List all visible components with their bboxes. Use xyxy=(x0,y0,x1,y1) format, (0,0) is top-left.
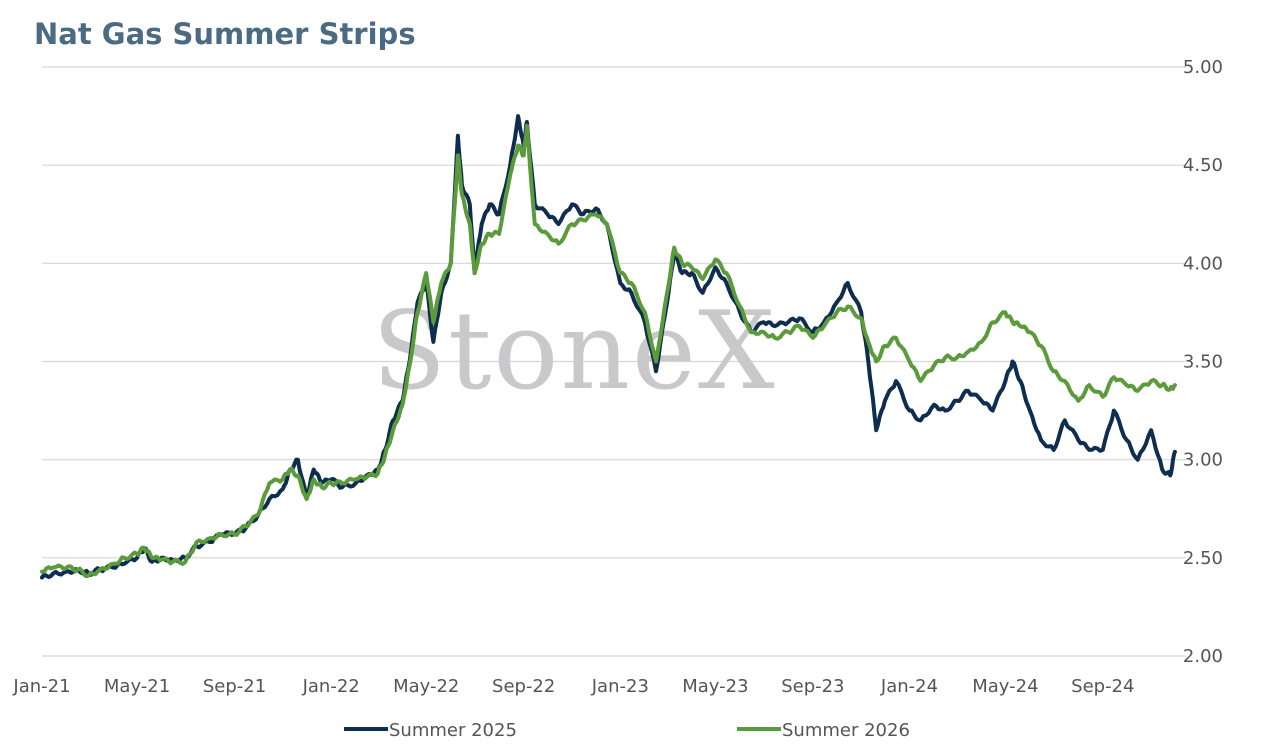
y-tick-label: 4.00 xyxy=(1183,253,1223,274)
y-tick-label: 2.00 xyxy=(1183,646,1223,667)
x-tick-label: Sep-24 xyxy=(1071,676,1134,697)
x-tick-label: Jan-23 xyxy=(591,676,649,697)
y-tick-label: 2.50 xyxy=(1183,548,1223,569)
x-tick-label: May-23 xyxy=(682,676,748,697)
y-tick-label: 3.50 xyxy=(1183,352,1223,373)
legend-label: Summer 2026 xyxy=(782,720,910,741)
x-tick-label: Sep-22 xyxy=(492,676,555,697)
series-line-summer-2026 xyxy=(40,123,1177,579)
x-tick-label: Jan-21 xyxy=(12,676,70,697)
x-tick-label: May-24 xyxy=(972,676,1038,697)
x-tick-label: Jan-24 xyxy=(880,676,938,697)
x-axis: Jan-21 May-21 Sep-21 Jan-22 May-22 Sep-22 Jan-… xyxy=(12,676,1134,697)
x-tick-label: May-21 xyxy=(104,676,170,697)
x-tick-label: Sep-23 xyxy=(781,676,844,697)
x-tick-label: Sep-21 xyxy=(203,676,266,697)
x-tick-label: Jan-22 xyxy=(302,676,360,697)
y-tick-label: 4.50 xyxy=(1183,155,1223,176)
legend-label: Summer 2025 xyxy=(389,720,517,741)
chart-title: Nat Gas Summer Strips xyxy=(34,17,416,51)
series-group xyxy=(40,114,1177,580)
y-tick-label: 5.00 xyxy=(1183,57,1223,78)
y-tick-label: 3.00 xyxy=(1183,450,1223,471)
y-axis: 2.00 2.50 3.00 3.50 4.00 4.50 5.00 xyxy=(1183,57,1223,667)
legend: Summer 2025 Summer 2026 xyxy=(344,720,910,741)
x-tick-label: May-22 xyxy=(393,676,459,697)
